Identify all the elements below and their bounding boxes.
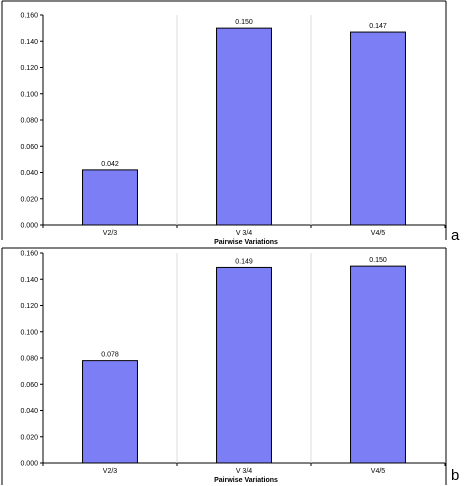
chart-a-panel-label: a bbox=[451, 227, 460, 244]
chart-b-bar-v2-3 bbox=[82, 360, 138, 464]
chart-a-category-label: V2/3 bbox=[103, 230, 118, 237]
chart-b-category-label: V2/3 bbox=[103, 468, 118, 475]
chart-a-y-tick-label: 0.080 bbox=[20, 118, 38, 125]
chart-b-y-tick-label: 0.100 bbox=[20, 329, 38, 336]
chart-b-y-tick-label: 0.060 bbox=[20, 382, 38, 389]
chart-a-y-tick-label: 0.160 bbox=[20, 13, 38, 20]
chart-b-y-tick-label: 0.160 bbox=[20, 251, 38, 258]
chart-b-bar-v4-5 bbox=[350, 265, 406, 464]
chart-a-y-tick-label: 0.060 bbox=[20, 144, 38, 151]
chart-b-y-tick-label: 0.140 bbox=[20, 277, 38, 284]
chart-b-bar-v-3-4 bbox=[216, 266, 272, 464]
chart-b-category-label: V4/5 bbox=[371, 468, 386, 475]
chart-a-data-label: 0.150 bbox=[235, 19, 253, 26]
chart-b-category-label: V 3/4 bbox=[236, 468, 252, 475]
chart-a-bar-v-3-4 bbox=[216, 27, 272, 226]
chart-b-y-tick-label: 0.040 bbox=[20, 408, 38, 415]
chart-b-y-tick-label: 0.120 bbox=[20, 303, 38, 310]
chart-b-panel-label: b bbox=[451, 467, 459, 484]
chart-b-x-axis-title: Pairwise Variations bbox=[214, 477, 278, 484]
chart-b-data-label: 0.149 bbox=[235, 258, 253, 265]
chart-panel-b: 0.000 0.020 0.040 0.060 0.080 0.100 0.120 0.140… bbox=[1, 247, 459, 485]
chart-a-y-tick-label: 0.040 bbox=[20, 170, 38, 177]
chart-a-x-axis-title: Pairwise Variations bbox=[214, 239, 278, 246]
chart-a-bar-v4-5 bbox=[350, 31, 406, 226]
chart-b-data-label: 0.150 bbox=[369, 257, 387, 264]
chart-panel-a: 0.000 0.020 0.040 0.060 0.080 0.100 0.120 0.140… bbox=[1, 0, 460, 246]
chart-a-y-tick-label: 0.140 bbox=[20, 39, 38, 46]
chart-a-y-tick-label: 0.120 bbox=[20, 65, 38, 72]
chart-a-category-label: V4/5 bbox=[371, 230, 386, 237]
chart-a-data-label: 0.042 bbox=[101, 161, 119, 168]
chart-b-y-tick-label: 0.080 bbox=[20, 356, 38, 363]
chart-a-y-tick-label: 0.000 bbox=[20, 223, 38, 230]
chart-a-y-tick-label: 0.020 bbox=[20, 196, 38, 203]
chart-b-data-label: 0.078 bbox=[101, 352, 119, 359]
chart-a-y-tick-label: 0.100 bbox=[20, 91, 38, 98]
chart-b-y-tick-label: 0.020 bbox=[20, 434, 38, 441]
chart-a-bar-v2-3 bbox=[82, 169, 138, 226]
chart-a-category-label: V 3/4 bbox=[236, 230, 252, 237]
chart-a-data-label: 0.147 bbox=[369, 23, 387, 30]
chart-b-y-tick-label: 0.000 bbox=[20, 461, 38, 468]
